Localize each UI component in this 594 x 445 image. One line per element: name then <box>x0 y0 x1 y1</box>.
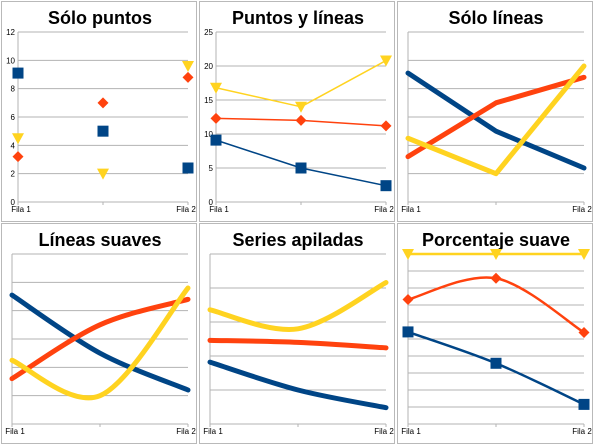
porcentaje-suave-series-3-point-2 <box>490 249 502 260</box>
porcentaje-suave-series-3-point-1 <box>402 249 414 260</box>
x-tick-label: Fila 1 <box>5 427 25 436</box>
x-tick-label: Fila 1 <box>11 205 31 214</box>
chart-panel-lineas-suaves: Líneas suaves Fila 1 Fila 2 <box>1 223 197 444</box>
chart-solo-lineas: Sólo líneas Fila 1 Fila 2 <box>401 8 592 214</box>
chart-panel-porcentaje-suave: Porcentaje suave Fila 1 Fila 2 <box>397 223 593 444</box>
puntos-y-lineas-series-2-point-1 <box>210 112 222 124</box>
x-tick-label: Fila 2 <box>572 427 592 436</box>
puntos-y-lineas-series-1-point-2 <box>295 162 307 174</box>
series-apiladas-series-3-line <box>207 280 389 332</box>
solo-lineas-series-1-line <box>405 70 587 171</box>
puntos-y-lineas-series-3-point-1 <box>210 82 222 94</box>
solo-puntos-series-3-point-1 <box>12 133 24 145</box>
solo-puntos-series-2-point-3 <box>182 71 194 83</box>
y-tick-label: 8 <box>11 85 16 94</box>
chart-panel-solo-puntos: Sólo puntos 12 10 8 6 4 2 0 Fila 1 Fila 2 <box>1 1 197 222</box>
porcentaje-suave-series-1-point-1 <box>402 326 414 338</box>
solo-lineas-series-3-line <box>405 63 587 177</box>
solo-puntos-series-3-point-2 <box>97 168 109 180</box>
y-tick-label: 0 <box>209 198 214 207</box>
chart-title: Series apiladas <box>232 230 363 250</box>
chart-title: Sólo puntos <box>48 8 152 28</box>
chart-lineas-suaves: Líneas suaves Fila 1 Fila 2 <box>5 230 196 436</box>
porcentaje-suave-series-2-point-1 <box>402 294 414 306</box>
x-tick-label: Fila 2 <box>176 205 196 214</box>
y-tick-label: 5 <box>209 164 214 173</box>
solo-puntos-series-1-point-1 <box>12 67 24 79</box>
porcentaje-suave-series-2-point-2 <box>490 272 502 284</box>
puntos-y-lineas-series-2-point-3 <box>380 120 392 132</box>
chart-title: Líneas suaves <box>38 230 161 250</box>
x-tick-label: Fila 1 <box>401 205 421 214</box>
chart-panel-series-apiladas: Series apiladas Fila 1 Fila 2 <box>199 223 395 444</box>
y-tick-label: 6 <box>11 113 16 122</box>
solo-puntos-series-3-point-3 <box>182 61 194 72</box>
puntos-y-lineas-series-3-point-3 <box>380 55 392 67</box>
lineas-suaves-series-1-line <box>9 292 191 393</box>
y-tick-label: 2 <box>11 170 16 179</box>
x-tick-label: Fila 2 <box>572 205 592 214</box>
chart-title: Sólo líneas <box>448 8 543 28</box>
chart-panel-solo-lineas: Sólo líneas Fila 1 Fila 2 <box>397 1 593 222</box>
puntos-y-lineas-series-3-point-2 <box>295 101 307 113</box>
y-tick-label: 12 <box>6 28 15 37</box>
x-tick-label: Fila 2 <box>374 205 394 214</box>
chart-porcentaje-suave: Porcentaje suave Fila 1 Fila 2 <box>401 230 592 436</box>
x-tick-label: Fila 1 <box>209 205 229 214</box>
x-tick-label: Fila 1 <box>401 427 421 436</box>
series-apiladas-series-2-line <box>207 337 389 351</box>
y-tick-label: 10 <box>6 56 15 65</box>
solo-puntos-series-1-point-2 <box>97 125 109 137</box>
solo-lineas-series-2-line <box>405 74 587 160</box>
y-tick-label: 4 <box>11 141 16 150</box>
solo-puntos-series-1-point-3 <box>182 162 194 174</box>
x-tick-label: Fila 2 <box>176 427 196 436</box>
x-tick-label: Fila 1 <box>203 427 223 436</box>
chart-title: Porcentaje suave <box>422 230 570 250</box>
y-tick-label: 25 <box>204 28 213 37</box>
puntos-y-lineas-series-2-point-2 <box>295 114 307 126</box>
chart-title: Puntos y líneas <box>232 8 364 28</box>
solo-puntos-series-2-point-2 <box>97 97 109 109</box>
puntos-y-lineas-series-1-point-3 <box>380 180 392 192</box>
porcentaje-suave-series-2-point-3 <box>578 326 590 338</box>
series-apiladas-series-1-line <box>207 359 389 411</box>
lineas-suaves-series-2-line <box>9 296 191 382</box>
puntos-y-lineas-series-1-point-1 <box>210 134 222 146</box>
chart-series-apiladas: Series apiladas Fila 1 Fila 2 <box>203 230 394 436</box>
porcentaje-suave-series-3-point-3 <box>578 249 590 260</box>
porcentaje-suave-series-1-point-2 <box>490 357 502 369</box>
y-tick-label: 15 <box>204 96 213 105</box>
y-tick-label: 0 <box>11 198 16 207</box>
y-tick-label: 10 <box>204 130 213 139</box>
y-tick-label: 20 <box>204 62 213 71</box>
x-tick-label: Fila 2 <box>374 427 394 436</box>
porcentaje-suave-series-1-point-3 <box>578 398 590 410</box>
solo-puntos-series-2-point-1 <box>12 151 24 163</box>
lineas-suaves-series-3-line <box>9 285 191 401</box>
chart-panel-puntos-y-lineas: Puntos y líneas 25 20 15 10 5 0 Fila 1 Fila 2 <box>199 1 395 222</box>
